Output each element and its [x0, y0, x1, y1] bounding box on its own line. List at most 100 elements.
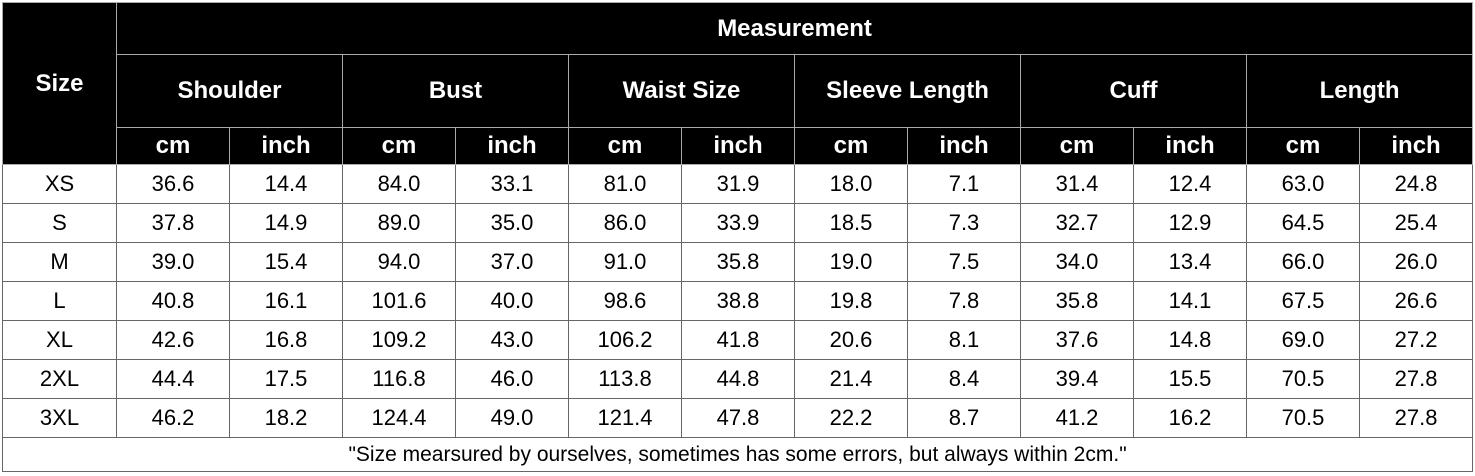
value-cell: 41.2 [1020, 398, 1134, 438]
unit-header: inch [455, 127, 569, 165]
size-cell: M [2, 242, 117, 282]
value-cell: 18.2 [229, 398, 343, 438]
value-cell: 19.0 [794, 242, 908, 282]
value-cell: 42.6 [116, 320, 230, 360]
value-cell: 8.4 [907, 359, 1021, 399]
value-cell: 18.5 [794, 203, 908, 243]
value-cell: 14.9 [229, 203, 343, 243]
value-cell: 7.3 [907, 203, 1021, 243]
value-cell: 37.0 [455, 242, 569, 282]
footer-note: "Size mearsured by ourselves, sometimes … [1, 437, 1474, 472]
group-header: Bust [342, 54, 569, 128]
value-cell: 64.5 [1246, 203, 1360, 243]
unit-header: cm [116, 127, 230, 165]
value-cell: 7.5 [907, 242, 1021, 282]
value-cell: 12.4 [1133, 164, 1247, 204]
group-header: Waist Size [568, 54, 795, 128]
value-cell: 40.0 [455, 281, 569, 321]
group-row: Shoulder Bust Waist Size Sleeve Length Cuff L… [3, 54, 1474, 128]
unit-header: inch [229, 127, 343, 165]
size-header: Size [2, 2, 117, 165]
value-cell: 19.8 [794, 281, 908, 321]
value-cell: 35.8 [1020, 281, 1134, 321]
value-cell: 89.0 [342, 203, 456, 243]
value-cell: 31.9 [681, 164, 795, 204]
unit-header: inch [907, 127, 1021, 165]
value-cell: 40.8 [116, 281, 230, 321]
size-cell: 2XL [2, 359, 117, 399]
value-cell: 12.9 [1133, 203, 1247, 243]
value-cell: 37.8 [116, 203, 230, 243]
value-cell: 39.0 [116, 242, 230, 282]
value-cell: 41.8 [681, 320, 795, 360]
data-row: M 39.0 15.4 94.0 37.0 91.0 35.8 19.0 7.5 34.0 13.4… [2, 242, 1474, 282]
value-cell: 32.7 [1020, 203, 1134, 243]
value-cell: 18.0 [794, 164, 908, 204]
value-cell: 38.8 [681, 281, 795, 321]
value-cell: 124.4 [342, 398, 456, 438]
value-cell: 116.8 [342, 359, 456, 399]
data-row: XS 36.6 14.4 84.0 33.1 81.0 31.9 18.0 7.1 31.4 12.… [2, 164, 1474, 204]
value-cell: 8.7 [907, 398, 1021, 438]
group-header: Shoulder [116, 54, 343, 128]
value-cell: 17.5 [229, 359, 343, 399]
data-row: S 37.8 14.9 89.0 35.0 86.0 33.9 18.5 7.3 32.7 12.9… [2, 203, 1474, 243]
value-cell: 39.4 [1020, 359, 1134, 399]
value-cell: 98.6 [568, 281, 682, 321]
value-cell: 13.4 [1133, 242, 1247, 282]
value-cell: 70.5 [1246, 398, 1360, 438]
value-cell: 7.1 [907, 164, 1021, 204]
value-cell: 16.2 [1133, 398, 1247, 438]
value-cell: 15.5 [1133, 359, 1247, 399]
size-cell: L [2, 281, 117, 321]
value-cell: 26.0 [1358, 242, 1474, 282]
value-cell: 44.4 [116, 359, 230, 399]
value-cell: 31.4 [1020, 164, 1134, 204]
value-cell: 25.4 [1358, 203, 1474, 243]
unit-row: cm inch cm inch cm inch cm inch cm inch cm inch [3, 127, 1474, 165]
value-cell: 33.9 [681, 203, 795, 243]
value-cell: 21.4 [794, 359, 908, 399]
group-header: Length [1245, 54, 1474, 128]
value-cell: 26.6 [1358, 281, 1474, 321]
value-cell: 70.5 [1246, 359, 1360, 399]
value-cell: 16.1 [229, 281, 343, 321]
size-cell: 3XL [2, 398, 117, 438]
value-cell: 67.5 [1246, 281, 1360, 321]
group-header: Sleeve Length [794, 54, 1021, 128]
value-cell: 84.0 [342, 164, 456, 204]
value-cell: 109.2 [342, 320, 456, 360]
value-cell: 27.8 [1358, 359, 1474, 399]
value-cell: 24.8 [1358, 164, 1474, 204]
value-cell: 22.2 [794, 398, 908, 438]
unit-header: cm [1020, 127, 1134, 165]
size-cell: S [2, 203, 117, 243]
value-cell: 106.2 [568, 320, 682, 360]
value-cell: 37.6 [1020, 320, 1134, 360]
value-cell: 20.6 [794, 320, 908, 360]
value-cell: 27.8 [1358, 398, 1474, 438]
value-cell: 34.0 [1020, 242, 1134, 282]
value-cell: 33.1 [455, 164, 569, 204]
value-cell: 43.0 [455, 320, 569, 360]
value-cell: 15.4 [229, 242, 343, 282]
value-cell: 14.4 [229, 164, 343, 204]
value-cell: 35.0 [455, 203, 569, 243]
value-cell: 14.1 [1133, 281, 1247, 321]
value-cell: 91.0 [568, 242, 682, 282]
value-cell: 49.0 [455, 398, 569, 438]
group-header: Cuff [1020, 54, 1247, 128]
value-cell: 27.2 [1358, 320, 1474, 360]
value-cell: 94.0 [342, 242, 456, 282]
header-row: Size Measurement [2, 2, 1474, 165]
value-cell: 121.4 [568, 398, 682, 438]
value-cell: 86.0 [568, 203, 682, 243]
value-cell: 101.6 [342, 281, 456, 321]
footer-row: "Size mearsured by ourselves, sometimes … [1, 437, 1474, 472]
value-cell: 36.6 [116, 164, 230, 204]
data-row: 3XL 46.2 18.2 124.4 49.0 121.4 47.8 22.2 8.7 41.2… [2, 398, 1474, 438]
value-cell: 46.0 [455, 359, 569, 399]
size-cell: XL [2, 320, 117, 360]
value-cell: 16.8 [229, 320, 343, 360]
